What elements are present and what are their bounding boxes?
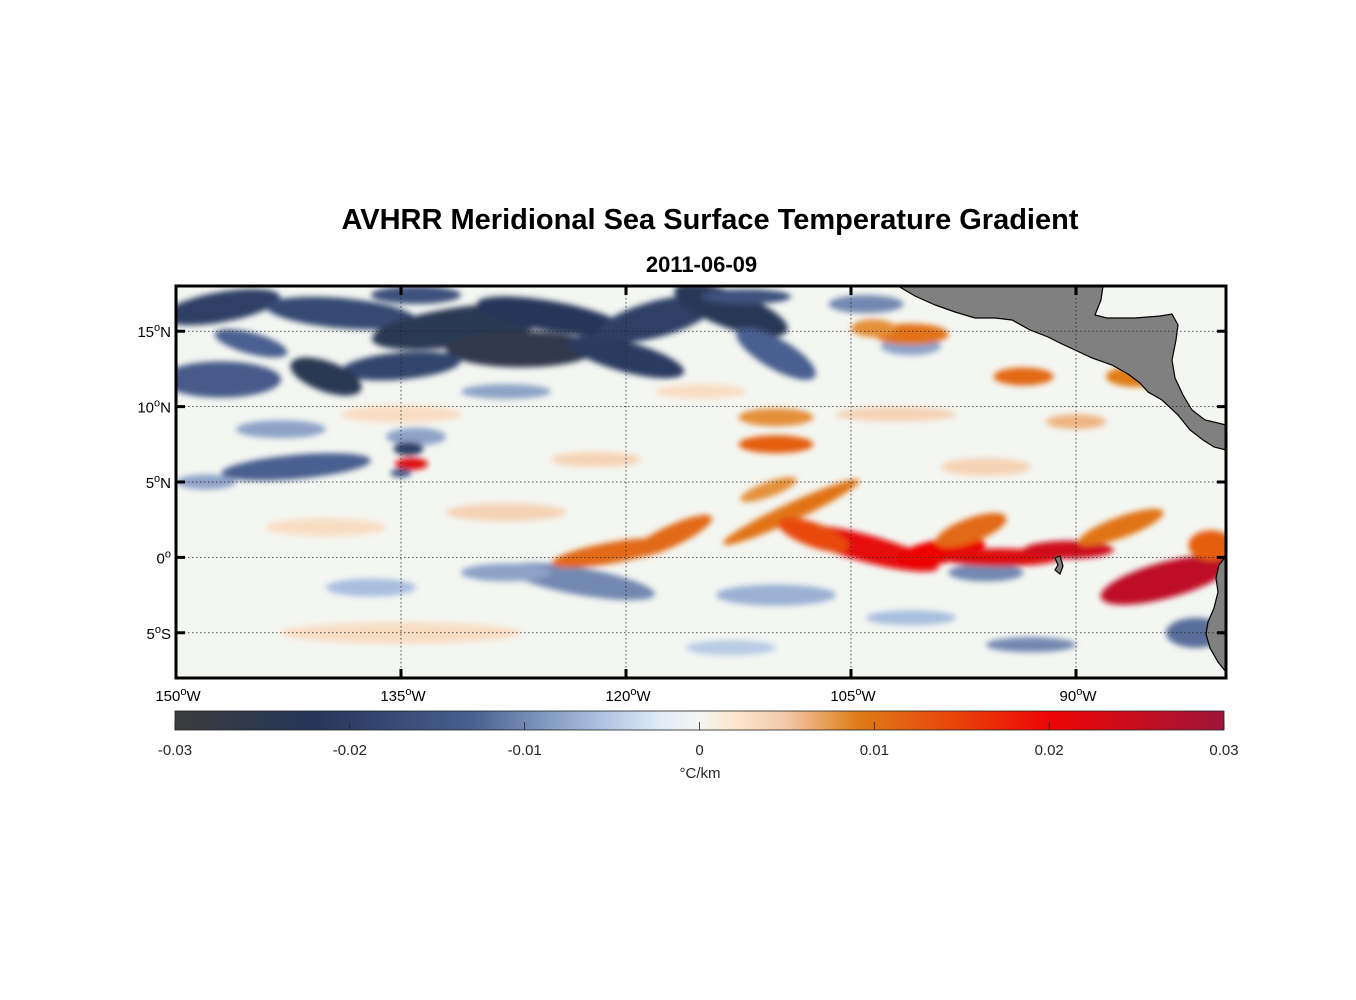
gradient-patch: [941, 457, 1031, 476]
latitude-label: 15oN: [137, 322, 171, 341]
gradient-patch: [461, 384, 551, 399]
gradient-patch: [828, 295, 904, 314]
gradient-patch: [477, 296, 625, 336]
colorbar-unit: °C/km: [680, 765, 721, 782]
gradient-patch: [736, 327, 816, 380]
gradient-patch: [221, 453, 371, 481]
gradient-patch: [738, 435, 814, 454]
colorbar-ticks: -0.03 -0.02 -0.01 0 0.01 0.02 0.03: [158, 722, 1239, 759]
gradient-patch: [1100, 555, 1226, 605]
central-america-land: [896, 286, 1226, 451]
colorbar: -0.03 -0.02 -0.01 0 0.01 0.02 0.03 °C/km: [158, 710, 1239, 782]
gradient-patch: [740, 477, 797, 502]
longitude-label: 105oW: [830, 686, 876, 705]
colorbar-tick-label: 0.01: [860, 742, 889, 759]
colorbar-tick-label: -0.02: [333, 742, 367, 759]
map-date: 2011-06-09: [645, 252, 758, 277]
gradient-patch: [993, 367, 1054, 386]
gradient-patch: [1078, 508, 1164, 546]
gradient-patch: [778, 517, 849, 552]
map-gridlines: [176, 286, 1226, 678]
gradient-patch: [393, 442, 424, 456]
latitude-labels: 15oN 10oN 5oN 0o 5oS: [137, 322, 171, 643]
gradient-patch: [290, 357, 362, 396]
gradient-patch: [386, 427, 446, 446]
gradient-patch: [326, 578, 416, 597]
gradient-patch: [866, 610, 956, 626]
gradient-patch: [986, 637, 1076, 653]
gradient-patch: [390, 468, 412, 478]
colorbar-tick-label: 0: [695, 742, 703, 759]
gradient-field: [174, 284, 1228, 680]
gradient-patch: [461, 563, 551, 582]
longitude-label: 135oW: [380, 686, 426, 705]
gradient-patch: [395, 457, 428, 470]
longitude-label: 120oW: [605, 686, 651, 705]
latitude-label: 5oS: [147, 624, 171, 643]
latitude-label: 0o: [157, 548, 171, 567]
gradient-patch: [176, 474, 236, 490]
gradient-patch: [948, 563, 1024, 582]
south-america-coast: [1205, 555, 1226, 673]
gradient-patch: [722, 479, 860, 545]
latitude-label: 10oN: [137, 398, 171, 417]
gradient-patch: [935, 513, 1007, 548]
map-title: AVHRR Meridional Sea Surface Temperature…: [341, 204, 1079, 236]
gradient-patch: [266, 296, 416, 330]
gradient-patch: [597, 295, 715, 343]
gradient-patch: [446, 331, 596, 368]
gradient-patch: [266, 518, 386, 537]
colorbar-gradient: [175, 711, 1224, 730]
gradient-patch: [341, 351, 461, 381]
gradient-patch: [716, 584, 836, 606]
gradient-patch: [176, 288, 281, 326]
latitude-label: 5oN: [146, 473, 171, 492]
colorbar-tick-label: 0.03: [1209, 742, 1238, 759]
colorbar-tick-label: -0.03: [158, 742, 192, 759]
gradient-patches: [176, 286, 1226, 656]
longitude-label: 90oW: [1060, 686, 1098, 705]
gradient-patch: [701, 289, 791, 305]
longitude-labels: 150oW 135oW 120oW 105oW 90oW: [155, 686, 1097, 705]
gradient-patch: [371, 286, 461, 304]
gradient-patch: [214, 329, 288, 358]
gradient-patch: [851, 319, 896, 338]
gradient-patch: [686, 640, 776, 656]
longitude-label: 150oW: [155, 686, 201, 705]
gradient-patch: [629, 514, 713, 558]
colorbar-tick-label: -0.01: [508, 742, 542, 759]
gradient-patch: [656, 384, 746, 399]
gradient-patch: [176, 361, 281, 398]
gradient-patch: [446, 503, 566, 522]
colorbar-tick-label: 0.02: [1035, 742, 1064, 759]
gradient-patch: [236, 420, 326, 439]
gradient-patch: [1188, 530, 1226, 561]
gradient-patch: [836, 406, 956, 422]
frame-ticks: [176, 286, 1226, 678]
gradient-patch: [1046, 414, 1106, 430]
galapagos-island: [1054, 555, 1064, 575]
gradient-patch: [567, 335, 685, 379]
land-masses: [896, 286, 1226, 673]
gradient-patch: [738, 408, 814, 427]
gradient-patch: [551, 451, 641, 467]
